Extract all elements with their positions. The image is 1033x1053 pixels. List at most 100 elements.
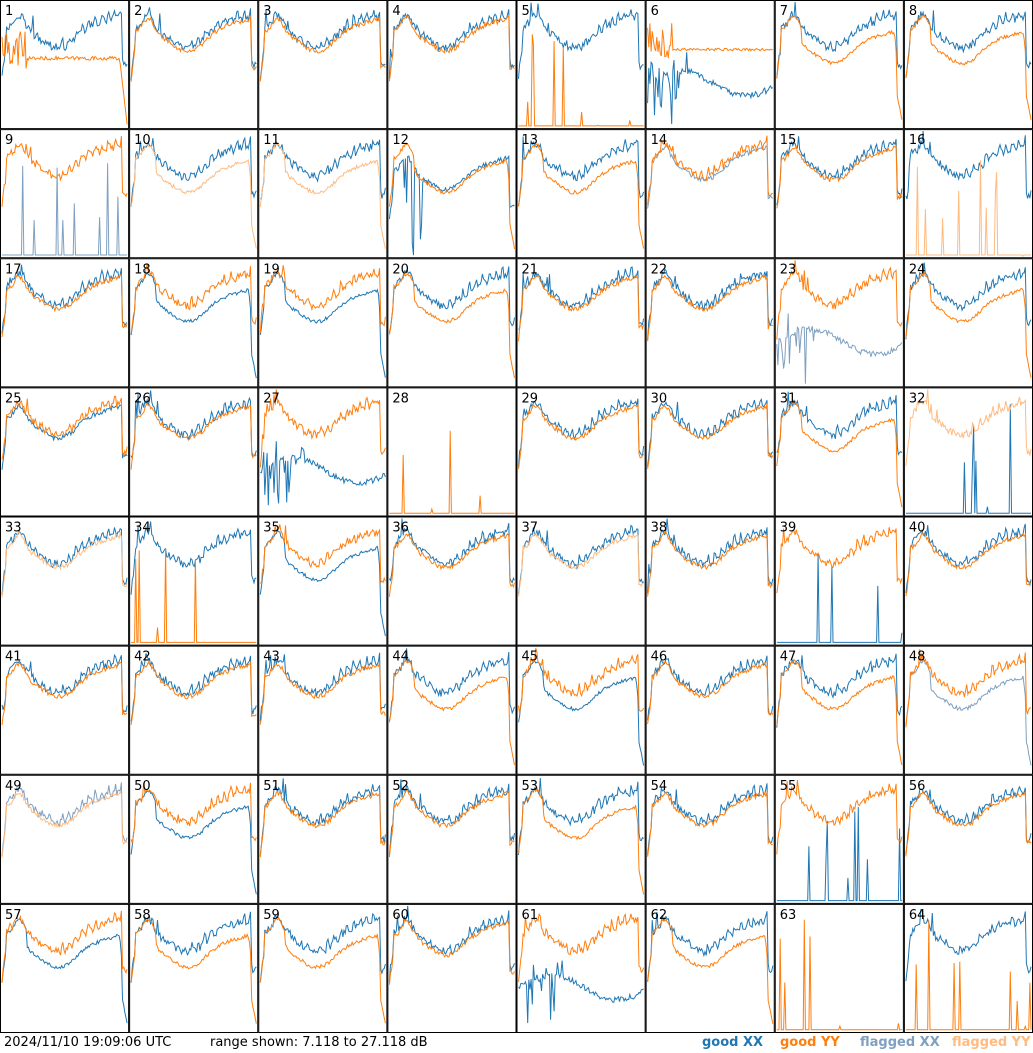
panel-41: 41 (0, 645, 130, 775)
series-yy-46 (647, 661, 774, 725)
panel-10: 10 (129, 129, 259, 259)
panel-47: 47 (774, 645, 904, 775)
panel-28: 28 (387, 387, 517, 517)
series-yy-27 (259, 389, 386, 468)
panel-label: 7 (780, 4, 788, 19)
panel-frame (903, 129, 1033, 259)
panel-38: 38 (645, 516, 775, 646)
series-xx-13 (518, 136, 645, 206)
panel-frame (129, 258, 259, 388)
panel-63: 63 (774, 903, 904, 1033)
series-yy-48 (905, 649, 1032, 728)
panel-26: 26 (129, 387, 259, 517)
series-xx-2 (130, 7, 257, 80)
series-yy-4 (388, 15, 515, 82)
series-yy-56 (905, 790, 1032, 857)
panel-27: 27 (258, 387, 388, 517)
panel-frame (129, 387, 259, 517)
series-xx-1 (1, 8, 128, 76)
series-xx-11 (260, 138, 386, 200)
panel-label: 4 (392, 4, 400, 19)
panel-5: 5 (516, 0, 646, 130)
panel-frame (129, 774, 259, 904)
panel-frame (258, 129, 388, 259)
series-xx-5 (518, 2, 644, 79)
panel-frame (516, 903, 646, 1033)
panel-frame (387, 774, 517, 904)
series-yy-20 (388, 271, 515, 379)
series-yy-22 (647, 274, 774, 342)
series-yy-49 (1, 790, 128, 858)
panel-61: 61 (516, 903, 646, 1033)
panel-33: 33 (0, 516, 130, 646)
panel-9: 9 (0, 129, 130, 259)
panel-43: 43 (258, 645, 388, 775)
panel-60: 60 (387, 903, 517, 1033)
series-xx-12 (388, 154, 515, 256)
panel-frame (903, 0, 1033, 130)
series-yy-12 (388, 142, 515, 250)
series-xx-61 (518, 960, 644, 1024)
panel-label: 8 (909, 4, 917, 19)
panel-62: 62 (645, 903, 775, 1033)
panel-6: 6 (645, 0, 775, 130)
series-xx-16 (905, 131, 1032, 200)
panel-label: 51 (263, 779, 280, 794)
panel-11: 11 (258, 129, 388, 259)
panel-label: 34 (134, 521, 151, 536)
panel-48: 48 (903, 645, 1033, 775)
panel-label: 41 (5, 650, 22, 665)
series-yy-40 (905, 531, 1032, 597)
panel-23: 23 (774, 258, 904, 388)
series-yy-19 (259, 265, 386, 334)
panel-label: 55 (780, 779, 797, 794)
panel-frame (903, 258, 1033, 388)
panel-frame (774, 645, 904, 775)
series-xx-23 (776, 313, 903, 384)
panel-20: 20 (387, 258, 517, 388)
panel-label: 20 (392, 262, 409, 277)
panel-label: 49 (5, 779, 22, 794)
panel-frame (258, 258, 388, 388)
panel-frame (516, 129, 646, 259)
panel-37: 37 (516, 516, 646, 646)
panel-45: 45 (516, 645, 646, 775)
panel-frame (903, 645, 1033, 775)
panel-frame (258, 516, 388, 646)
panel-label: 46 (651, 650, 668, 665)
panel-label: 11 (263, 133, 280, 148)
series-yy-3 (259, 16, 386, 82)
panel-label: 10 (134, 133, 151, 148)
panel-55: 55 (774, 774, 904, 904)
panel-49: 49 (0, 774, 130, 904)
panel-3: 3 (258, 0, 388, 130)
panel-46: 46 (645, 645, 775, 775)
panel-17: 17 (0, 258, 130, 388)
panel-frame (645, 129, 775, 259)
panel-label: 33 (5, 521, 22, 536)
series-yy-17 (1, 274, 128, 338)
panel-34: 34 (129, 516, 259, 646)
panel-51: 51 (258, 774, 388, 904)
series-yy-63 (776, 919, 902, 1031)
series-yy-31 (776, 400, 903, 508)
panel-label: 40 (909, 521, 926, 536)
panel-label: 47 (780, 650, 797, 665)
panel-label: 24 (909, 262, 926, 277)
panel-frame (0, 774, 130, 904)
panel-19: 19 (258, 258, 388, 388)
panel-frame (387, 516, 517, 646)
panel-frame (774, 387, 904, 517)
series-xx-62 (647, 911, 774, 982)
panel-frame (258, 0, 388, 130)
series-yy-55 (776, 780, 903, 855)
panel-label: 56 (909, 779, 926, 794)
panel-label: 44 (392, 650, 409, 665)
panel-64: 64 (903, 903, 1033, 1033)
panel-52: 52 (387, 774, 517, 904)
panel-label: 6 (651, 4, 659, 19)
series-yy-28 (389, 430, 515, 514)
series-yy-53 (518, 787, 645, 895)
panel-label: 2 (134, 4, 142, 19)
panel-53: 53 (516, 774, 646, 904)
